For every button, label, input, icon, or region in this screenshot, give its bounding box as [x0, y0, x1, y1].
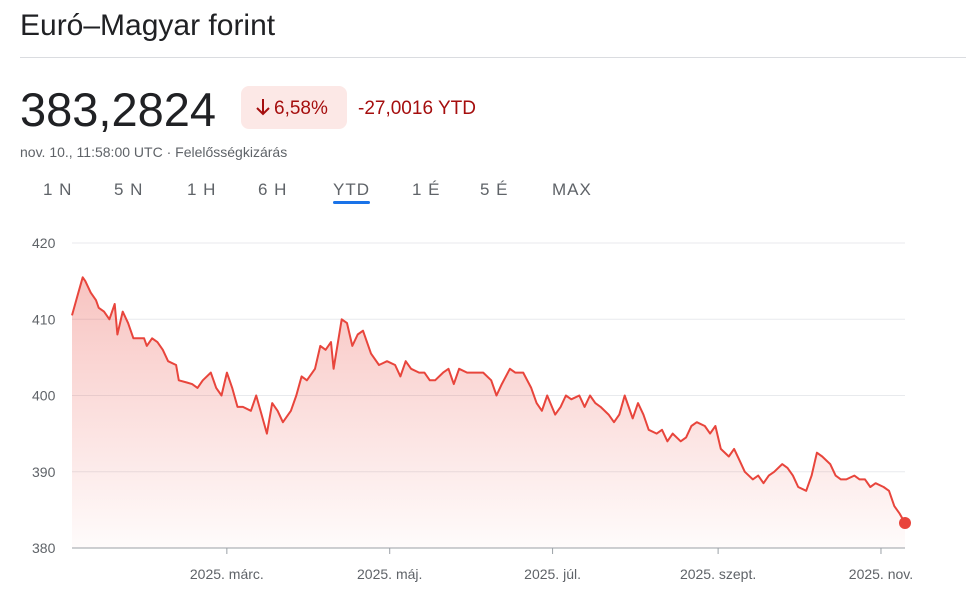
x-tick-label: 2025. márc.: [190, 566, 264, 582]
range-tab[interactable]: 1 N: [43, 180, 72, 199]
x-tick-label: 2025. nov.: [849, 566, 913, 582]
timestamp-line: nov. 10., 11:58:00 UTC · Felelősségkizár…: [20, 144, 287, 160]
change-ytd: -27,0016 YTD: [358, 98, 476, 119]
range-tabs: 1 N 5 N 1 H 6 H YTD 1 É 5 É MAX: [43, 180, 592, 204]
x-tick-label: 2025. máj.: [357, 566, 422, 582]
y-tick-label: 400: [32, 388, 56, 404]
change: 6,58%: [274, 98, 328, 119]
x-tick-label: 2025. júl.: [524, 566, 581, 582]
range-tab[interactable]: YTD: [333, 180, 370, 199]
y-tick-label: 380: [32, 540, 56, 556]
title: Euró–Magyar forint: [20, 9, 276, 42]
range-tab[interactable]: 5 É: [480, 180, 509, 199]
area-fill: [72, 277, 905, 548]
price-line: [71, 276, 906, 524]
timestamp: nov. 10., 11:58:00 UTC: [20, 144, 163, 160]
y-tick-label: 390: [32, 464, 56, 480]
x-tick-label: 2025. szept.: [680, 566, 756, 582]
disclaimer-link[interactable]: Felelősségkizárás: [175, 144, 287, 160]
range-tab[interactable]: MAX: [552, 180, 592, 199]
current-point: [899, 516, 911, 529]
change-badge: [241, 86, 347, 129]
price: 383,2824: [20, 83, 216, 136]
range-tab[interactable]: 6 H: [258, 180, 287, 199]
plot: 380 390 400 410 420 2025. márc. 2025. máj. 2025…: [32, 235, 913, 582]
y-tick-label: 420: [32, 235, 56, 251]
separator: ·: [167, 144, 172, 160]
down-arrow: [256, 99, 270, 116]
range-tab[interactable]: 1 É: [412, 180, 441, 199]
range-tab[interactable]: 1 H: [187, 180, 216, 199]
range-tab[interactable]: 5 N: [114, 180, 143, 199]
active-tab-underline: [333, 201, 370, 204]
y-tick-label: 410: [32, 311, 56, 327]
